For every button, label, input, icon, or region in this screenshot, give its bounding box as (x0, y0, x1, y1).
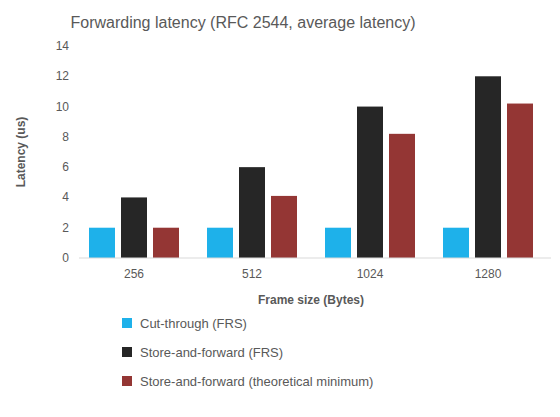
bar (325, 228, 351, 258)
x-tick-label: 1024 (357, 267, 384, 281)
y-tick-label: 0 (62, 251, 69, 265)
legend-label: Store-and-forward (FRS) (140, 345, 283, 360)
legend-swatch (122, 376, 132, 386)
legend-label: Store-and-forward (theoretical minimum) (140, 374, 373, 389)
x-axis-label: Frame size (Bytes) (258, 293, 364, 307)
legend-swatch (122, 318, 132, 328)
background (0, 0, 560, 417)
bar (121, 197, 147, 258)
legend-label: Cut-through (FRS) (140, 316, 247, 331)
y-tick-label: 2 (62, 221, 69, 235)
y-tick-label: 6 (62, 160, 69, 174)
y-tick-label: 8 (62, 130, 69, 144)
x-tick-label: 1280 (475, 267, 502, 281)
bar (239, 167, 265, 258)
bar (475, 76, 501, 258)
y-tick-label: 10 (56, 100, 70, 114)
bar (507, 104, 533, 258)
legend-swatch (122, 347, 132, 357)
chart-container: Forwarding latency (RFC 2544, average la… (0, 0, 560, 417)
x-axis-line (79, 258, 551, 259)
y-tick-label: 12 (56, 69, 70, 83)
chart-svg: Forwarding latency (RFC 2544, average la… (0, 0, 560, 417)
x-tick-label: 512 (242, 267, 262, 281)
y-tick-label: 4 (62, 190, 69, 204)
bars (89, 76, 533, 258)
bar (153, 228, 179, 258)
bar (271, 196, 297, 258)
title: Forwarding latency (RFC 2544, average la… (70, 14, 415, 31)
y-axis-label: Latency (us) (14, 117, 28, 188)
y-tick-label: 14 (56, 39, 70, 53)
bar (357, 107, 383, 258)
bar (389, 134, 415, 258)
bar (89, 228, 115, 258)
bar (207, 228, 233, 258)
bar (443, 228, 469, 258)
x-tick-label: 256 (124, 267, 144, 281)
